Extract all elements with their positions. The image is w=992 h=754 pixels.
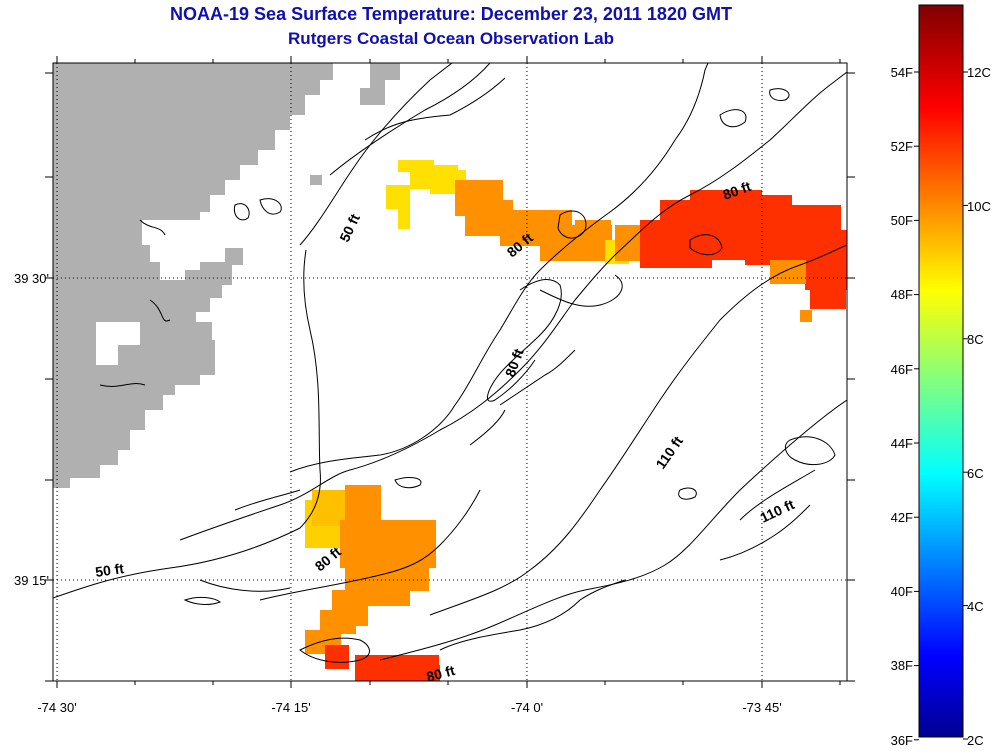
land-mass (53, 63, 400, 488)
sst-pixel-block (380, 665, 440, 681)
lat-lon-grid (53, 63, 847, 681)
sst-pixels (305, 160, 847, 681)
plot-frame (52, 62, 848, 682)
sst-pixel-block (820, 240, 844, 288)
contour-label: 80 ft (425, 662, 457, 685)
bathymetry-contours (53, 63, 847, 663)
x-tick-label: -73 45' (742, 700, 781, 715)
axis-ticks (45, 56, 855, 688)
x-tick-label: -74 0' (511, 700, 543, 715)
sst-pixel-block (325, 645, 349, 669)
sst-pixel-block (398, 205, 410, 229)
x-tick-label: -74 15' (271, 700, 310, 715)
x-tick-label: -74 30' (37, 700, 76, 715)
map-subtitle: Rutgers Coastal Ocean Observation Lab (288, 29, 614, 48)
sst-pixel-block (800, 310, 812, 322)
map-title: NOAA-19 Sea Surface Temperature: Decembe… (170, 4, 732, 24)
y-tick-label: 39 30' (14, 271, 49, 286)
y-tick-label: 39 15' (14, 573, 49, 588)
sst-pixel-block (345, 485, 381, 521)
sst-pixel-block (770, 260, 806, 284)
sst-pixel-block (810, 285, 846, 309)
contour-label: 50 ft (94, 560, 125, 580)
